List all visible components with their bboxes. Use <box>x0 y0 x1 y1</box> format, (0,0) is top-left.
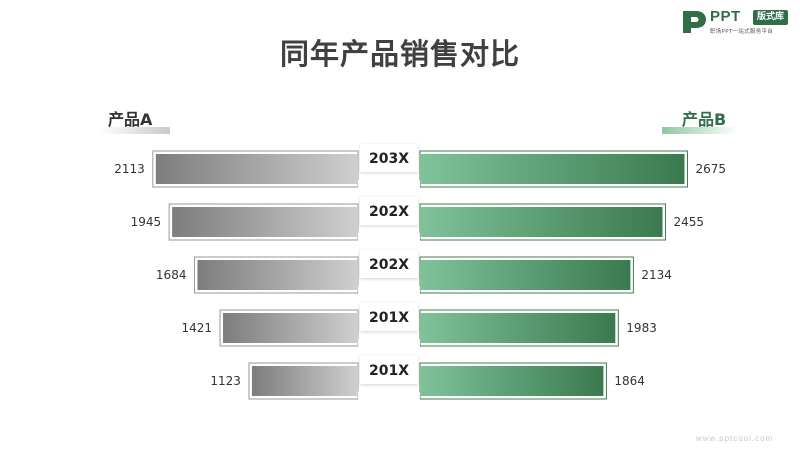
value-label-a: 1945 <box>131 215 162 229</box>
legend-series-a: 产品A <box>100 104 170 134</box>
bar-b <box>420 366 604 396</box>
category-label: 201X <box>369 363 409 379</box>
value-label-b: 2455 <box>674 215 705 229</box>
value-label-b: 1983 <box>626 321 657 335</box>
category-tag <box>360 303 418 331</box>
value-label-b: 2134 <box>641 268 672 282</box>
category-tag-base <box>358 233 420 245</box>
bar-b <box>420 207 663 237</box>
category-tag-base <box>358 286 420 298</box>
brand-logo: PPT 版式库 职场PPT一站式服务平台 <box>680 8 796 38</box>
category-label: 202X <box>369 204 409 220</box>
category-tag-base <box>358 339 420 351</box>
bar-a <box>197 260 358 290</box>
category-tag <box>360 197 418 225</box>
value-label-b: 1864 <box>614 374 645 388</box>
value-label-a: 1421 <box>181 321 212 335</box>
legend-a-label: 产品A <box>108 110 153 129</box>
value-label-a: 2113 <box>114 162 145 176</box>
legend-b-label: 产品B <box>682 110 727 129</box>
legend-series-b: 产品B <box>662 104 738 134</box>
value-label-a: 1123 <box>210 374 241 388</box>
value-label-b: 2675 <box>696 162 727 176</box>
legend-b-underline <box>662 127 738 134</box>
logo-tagline: 职场PPT一站式服务平台 <box>710 29 774 35</box>
category-label: 201X <box>369 310 409 326</box>
watermark: www.pptcool.com <box>696 434 774 443</box>
category-tag-base <box>358 180 420 192</box>
bar-b <box>420 154 685 184</box>
category-tag <box>360 250 418 278</box>
category-tag <box>360 144 418 172</box>
bar-b <box>420 260 631 290</box>
logo-name: PPT <box>710 8 741 25</box>
legend-a-underline <box>100 127 170 134</box>
bar-a <box>172 207 358 237</box>
bar-b <box>420 313 616 343</box>
bar-a <box>223 313 358 343</box>
logo-badge: 版式库 <box>753 10 789 25</box>
category-tag-base <box>358 392 420 404</box>
chart-title: 同年产品销售对比 <box>279 37 520 71</box>
value-label-a: 1684 <box>156 268 187 282</box>
category-tag <box>360 356 418 384</box>
logo-mark-icon <box>683 11 706 33</box>
bar-a <box>251 366 358 396</box>
category-label: 202X <box>369 257 409 273</box>
category-label: 203X <box>369 151 409 167</box>
bar-a <box>155 154 358 184</box>
